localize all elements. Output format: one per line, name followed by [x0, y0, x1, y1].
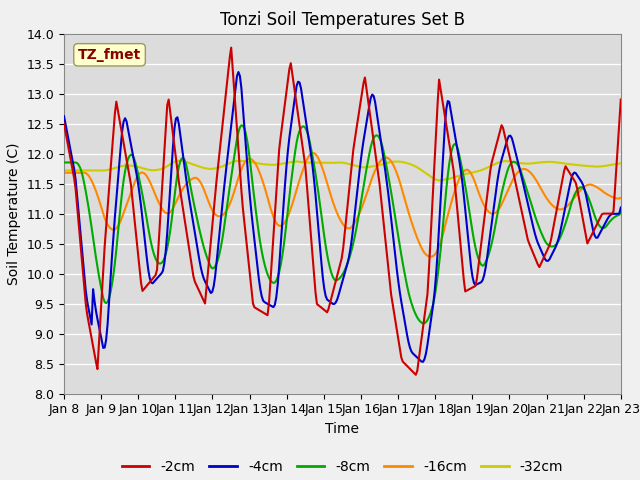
- Line: -4cm: -4cm: [64, 72, 621, 362]
- -16cm: [348, 224, 356, 230]
- -16cm: [543, 195, 550, 201]
- -2cm: [616, 119, 623, 125]
- -4cm: [616, 210, 623, 216]
- -4cm: [419, 359, 427, 365]
- -8cm: [348, 246, 356, 252]
- -2cm: [79, 268, 87, 274]
- -32cm: [617, 160, 625, 166]
- -8cm: [460, 175, 468, 180]
- -2cm: [617, 96, 625, 102]
- -8cm: [616, 212, 623, 217]
- -8cm: [419, 321, 427, 326]
- Line: -16cm: -16cm: [64, 153, 621, 257]
- Line: -8cm: -8cm: [64, 125, 621, 324]
- -2cm: [348, 161, 356, 167]
- -4cm: [348, 236, 356, 241]
- -8cm: [97, 281, 104, 287]
- X-axis label: Time: Time: [325, 422, 360, 436]
- -4cm: [97, 331, 104, 336]
- Text: TZ_fmet: TZ_fmet: [78, 48, 141, 62]
- -16cm: [79, 170, 87, 176]
- -8cm: [617, 210, 625, 216]
- -32cm: [60, 168, 68, 173]
- -32cm: [79, 168, 87, 173]
- -8cm: [237, 122, 245, 128]
- -4cm: [79, 257, 87, 263]
- -2cm: [543, 249, 550, 254]
- -16cm: [617, 195, 625, 201]
- -2cm: [97, 317, 104, 323]
- -4cm: [235, 69, 243, 75]
- -16cm: [426, 254, 434, 260]
- -8cm: [79, 174, 87, 180]
- Line: -32cm: -32cm: [64, 161, 621, 180]
- -16cm: [616, 196, 623, 202]
- Line: -2cm: -2cm: [64, 48, 621, 375]
- -32cm: [616, 161, 623, 167]
- -2cm: [460, 277, 468, 283]
- -2cm: [412, 372, 420, 378]
- -32cm: [177, 158, 184, 164]
- -4cm: [617, 204, 625, 210]
- Title: Tonzi Soil Temperatures Set B: Tonzi Soil Temperatures Set B: [220, 11, 465, 29]
- -32cm: [348, 162, 356, 168]
- -16cm: [60, 170, 68, 176]
- -16cm: [97, 202, 104, 207]
- -8cm: [543, 240, 550, 246]
- -2cm: [60, 120, 68, 126]
- -16cm: [460, 168, 468, 174]
- -2cm: [227, 45, 235, 50]
- -4cm: [60, 113, 68, 119]
- -32cm: [543, 159, 550, 165]
- Legend: -2cm, -4cm, -8cm, -16cm, -32cm: -2cm, -4cm, -8cm, -16cm, -32cm: [116, 455, 569, 480]
- -32cm: [97, 168, 104, 173]
- -8cm: [60, 159, 68, 165]
- -16cm: [308, 150, 316, 156]
- -4cm: [460, 192, 468, 198]
- -4cm: [543, 258, 550, 264]
- -32cm: [436, 178, 444, 183]
- -32cm: [460, 171, 468, 177]
- Y-axis label: Soil Temperature (C): Soil Temperature (C): [7, 143, 21, 285]
